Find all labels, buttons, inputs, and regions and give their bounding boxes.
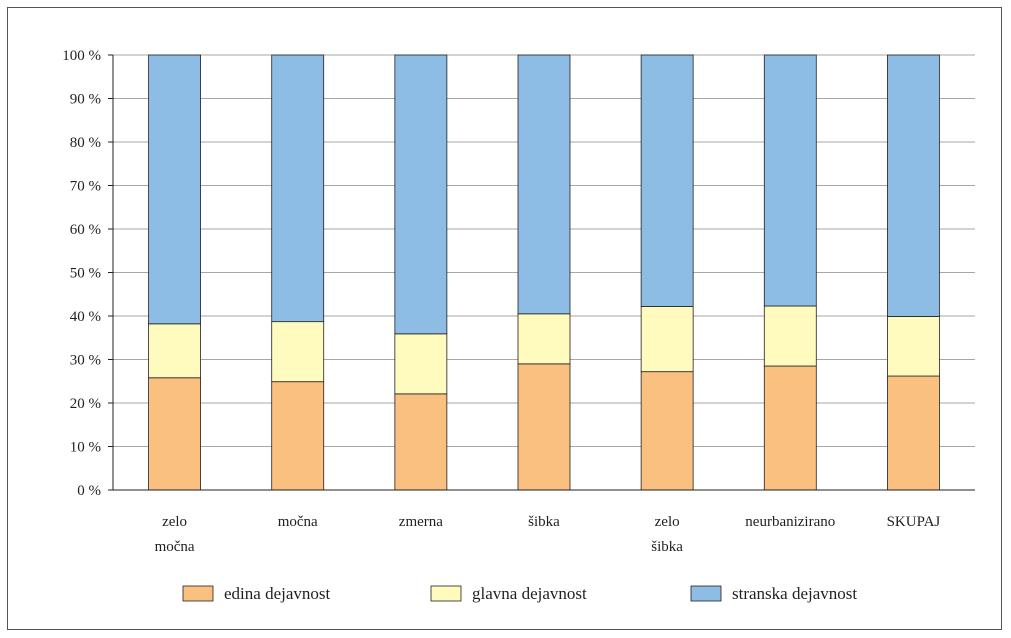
bar-segment (394, 54, 448, 335)
category-label: SKUPAJ (887, 514, 941, 530)
bar-segment (887, 54, 940, 317)
bar-segment (763, 54, 817, 307)
bar-segment (394, 393, 448, 491)
bar-segment (271, 321, 325, 383)
category-label: šibka (528, 514, 560, 530)
y-tick-label: 30 % (70, 353, 101, 369)
legend: edina dejavnost glavna dejavnost stranska … (182, 584, 857, 603)
y-tick-labels: 0 % 10 % 20 % 30 % 40 % 50 % 60 % 70 % 80 % 90 % 1… (62, 48, 101, 499)
bar-segment (148, 323, 201, 379)
y-tick-label: 60 % (70, 222, 101, 238)
y-tick-label: 20 % (70, 396, 101, 412)
legend-swatch (690, 585, 722, 602)
category-label: neurbanizirano (745, 514, 835, 530)
category-label: močna (278, 514, 318, 530)
category-label: zmerna (399, 514, 443, 530)
bar-segment (148, 377, 201, 491)
legend-label: stranska dejavnost (732, 584, 857, 603)
category-label: močna (155, 539, 195, 555)
y-tick-label: 10 % (70, 440, 101, 456)
bar-segment (640, 54, 694, 307)
category-label: šibka (651, 539, 683, 555)
bar-segment (517, 54, 571, 315)
axes (108, 54, 975, 491)
bar-segment (394, 333, 448, 395)
category-label: zelo (162, 514, 187, 530)
y-tick-label: 40 % (70, 309, 101, 325)
bar-segment (887, 375, 940, 491)
bar-segment (763, 305, 817, 367)
y-tick-label: 50 % (70, 266, 101, 282)
y-tick-label: 80 % (70, 135, 101, 151)
category-label: zelo (655, 514, 680, 530)
bar-segment (640, 371, 694, 491)
bar-segment (271, 381, 325, 491)
category-labels: zelo močna močna zmerna šibka zelo šibka neurba… (155, 514, 941, 555)
y-tick-label: 100 % (62, 48, 101, 64)
legend-label: edina dejavnost (224, 584, 330, 603)
bar-segment (271, 54, 325, 323)
bar-segment (148, 54, 201, 325)
y-tick-label: 0 % (77, 483, 101, 499)
bar-segment (517, 313, 571, 365)
legend-swatch (430, 585, 462, 602)
legend-label: glavna dejavnost (472, 584, 587, 603)
legend-swatch (182, 585, 214, 602)
y-tick-label: 90 % (70, 92, 101, 108)
bars (148, 54, 940, 491)
y-tick-label: 70 % (70, 179, 101, 195)
bar-segment (763, 365, 817, 491)
bar-segment (887, 316, 940, 377)
bar-segment (640, 306, 694, 373)
bar-segment (517, 363, 571, 491)
